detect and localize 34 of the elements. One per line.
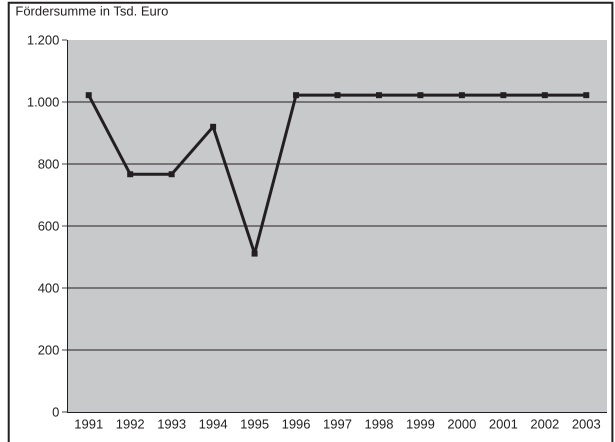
point: [293, 92, 300, 98]
x-tick-label: 2000: [447, 416, 476, 432]
point: [334, 92, 340, 98]
point: [210, 124, 216, 130]
point: [252, 250, 258, 257]
x-tick-label: 1992: [116, 416, 145, 432]
point: [500, 92, 506, 98]
y-tick-label: 1.200: [26, 32, 60, 48]
point: [168, 171, 175, 178]
x-tick-label: 2001: [488, 416, 518, 432]
x-tick-label: 2003: [572, 416, 601, 432]
y-tick-label: 200: [38, 342, 60, 358]
point: [583, 92, 590, 98]
point: [127, 171, 134, 178]
x-tick-label: 1997: [323, 416, 352, 432]
point: [376, 92, 382, 98]
x-tick-label: 1993: [157, 416, 186, 432]
chart-title: Fördersumme in Tsd. Euro: [15, 4, 168, 19]
x-tick-label: 1999: [406, 416, 435, 432]
point: [417, 92, 424, 98]
point: [86, 92, 92, 98]
x-tick-label: 1995: [240, 416, 270, 432]
point: [542, 92, 548, 98]
x-tick-label: 1991: [74, 416, 104, 432]
y-tick-label: 800: [38, 156, 60, 172]
point: [458, 92, 465, 98]
x-tick-label: 1994: [198, 416, 228, 432]
y-tick-label: 600: [38, 218, 60, 234]
x-tick-label: 1998: [364, 416, 394, 432]
y-tick-label: 400: [38, 280, 60, 296]
x-tick-label: 2002: [530, 416, 560, 432]
y-tick-label: 1.000: [26, 94, 60, 110]
y-tick-label: 0: [52, 404, 60, 420]
x-tick-label: 1996: [282, 416, 310, 432]
